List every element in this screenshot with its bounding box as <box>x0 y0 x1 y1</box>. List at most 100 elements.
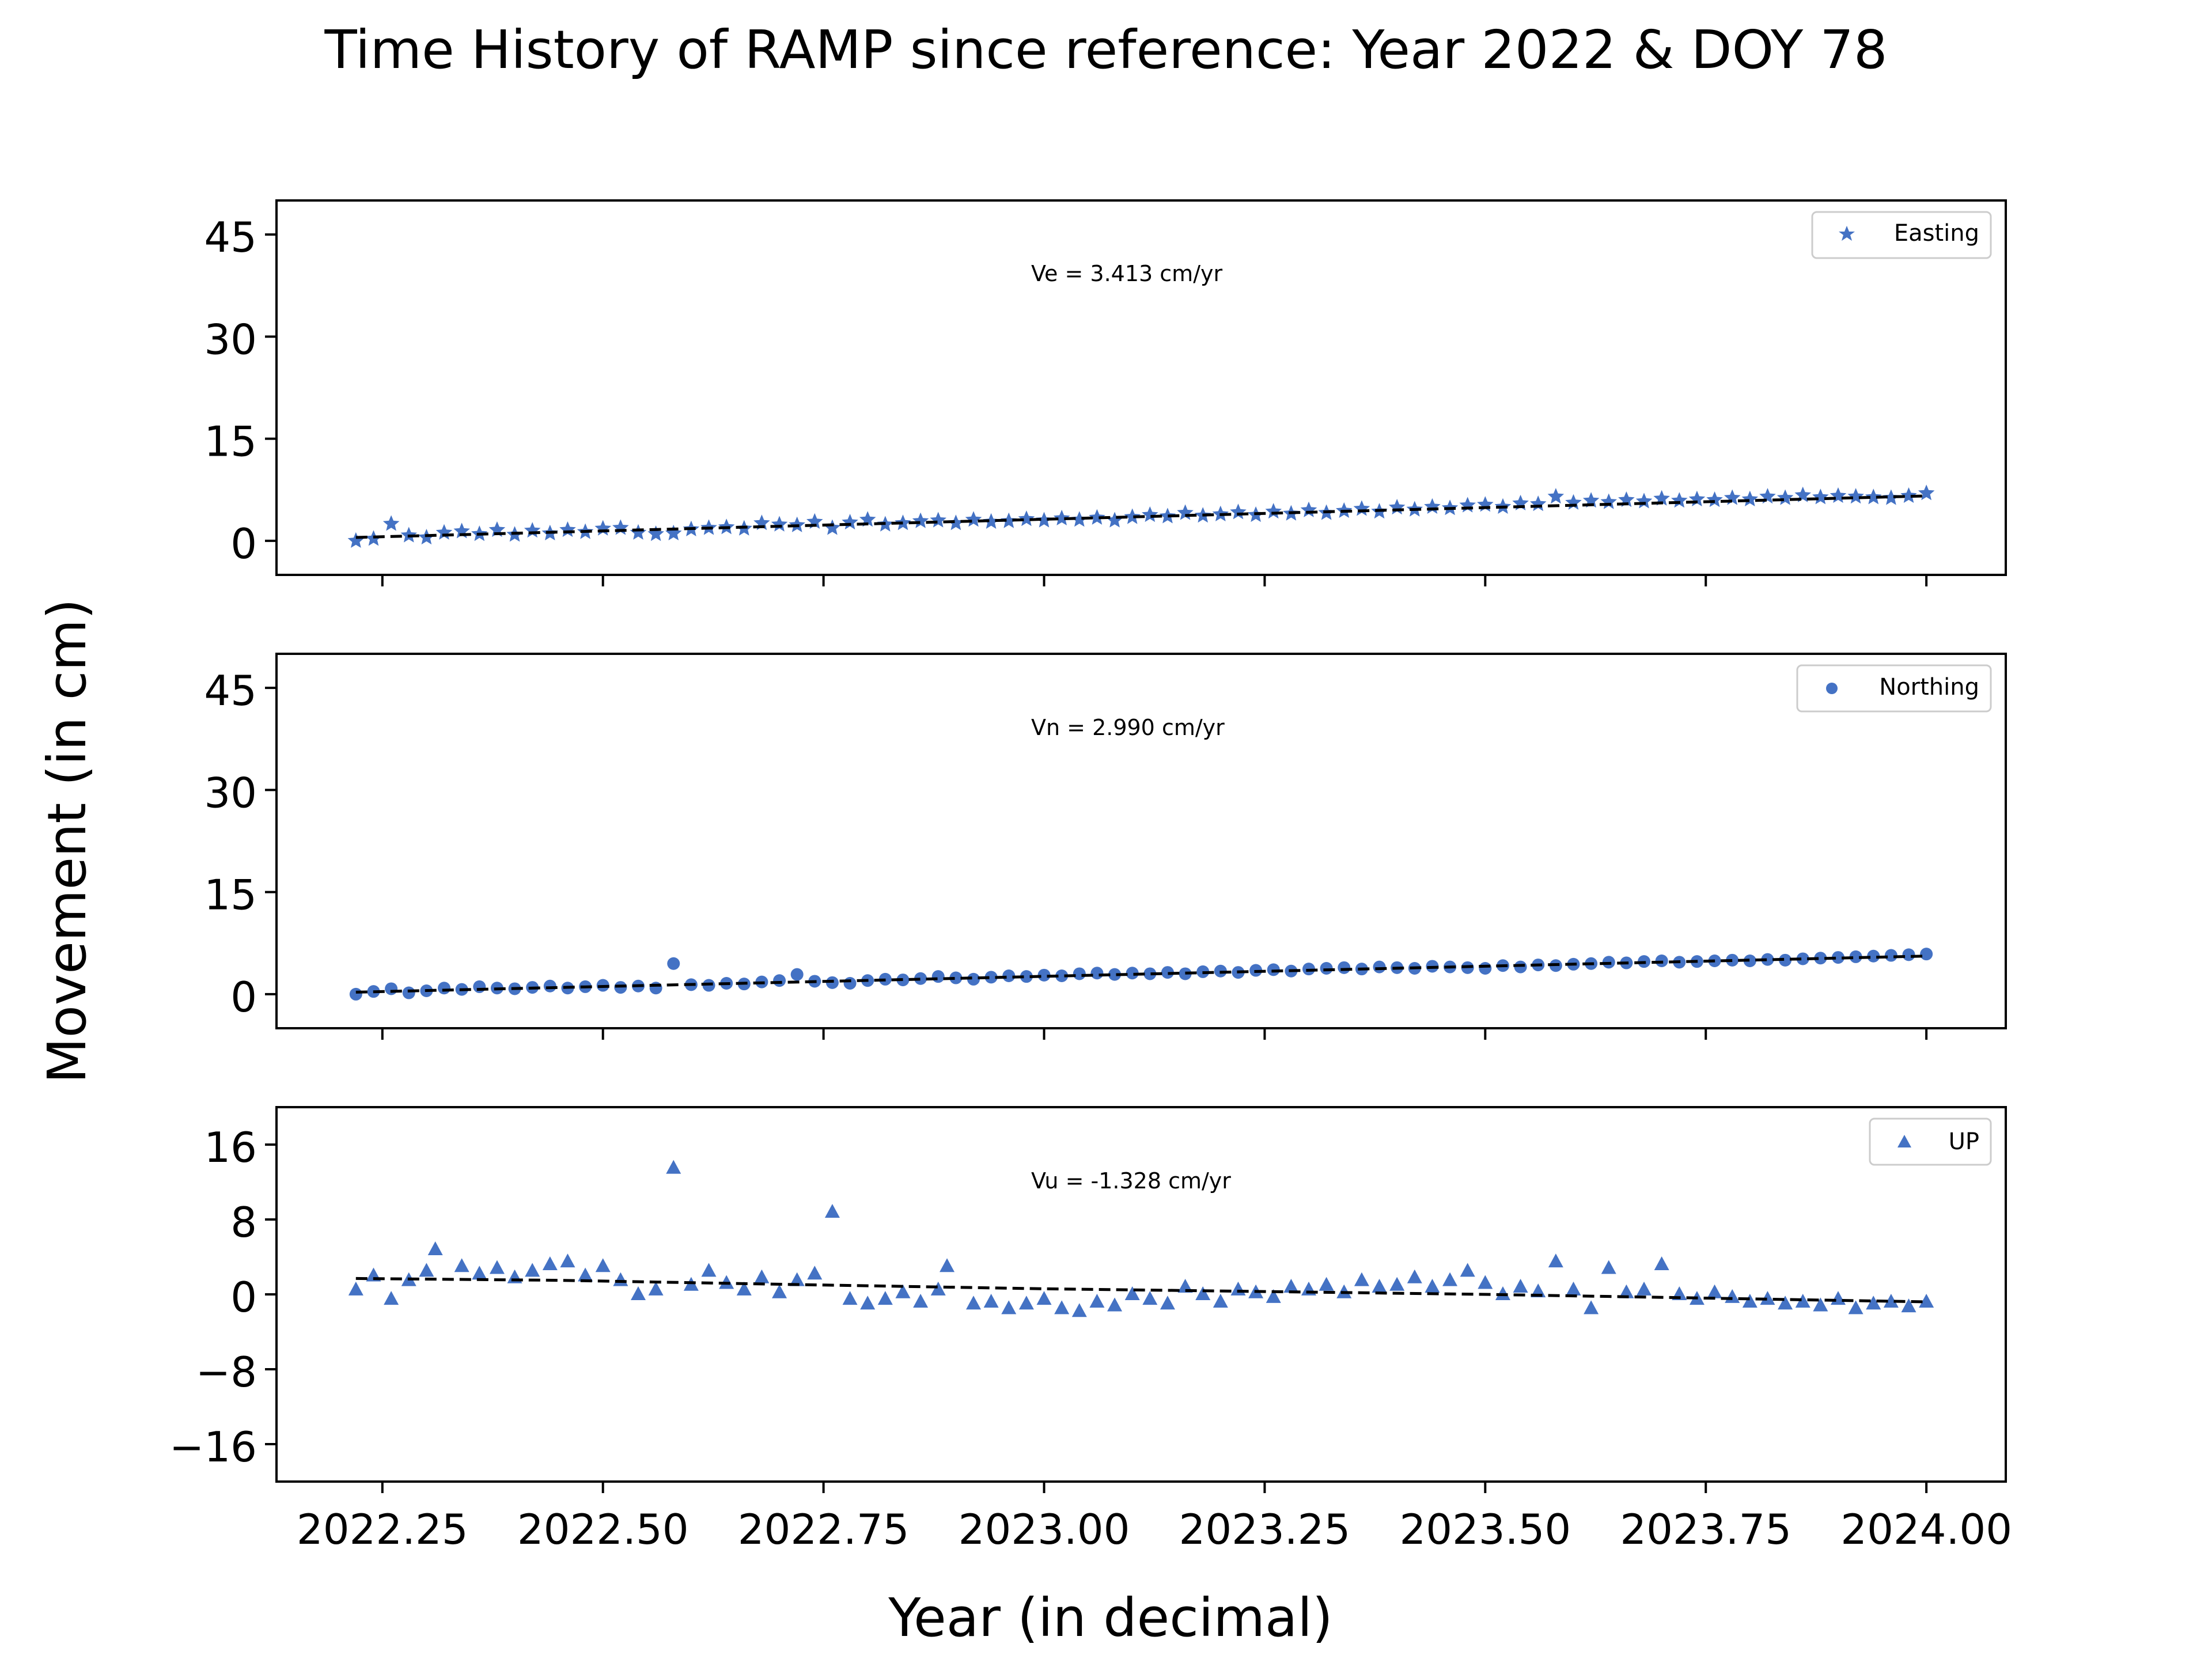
northing-data-point <box>1020 970 1033 983</box>
northing-data-point <box>349 987 362 1001</box>
up-data-point <box>1089 1294 1105 1308</box>
up-plot-area: 16 8 0 −8 −16 2022.25 2022.50 2022.75 2023.00 202… <box>169 1123 2012 1554</box>
up-y-tick-label: 8 <box>230 1198 257 1247</box>
northing-data-point <box>1143 967 1157 980</box>
northing-data-point <box>1338 961 1351 974</box>
easting-data-point <box>1036 512 1052 528</box>
up-data-point <box>419 1263 434 1277</box>
easting-data-point <box>948 514 964 531</box>
easting-legend-star-icon <box>1839 226 1855 241</box>
easting-data-point <box>912 512 929 528</box>
up-data-point <box>1513 1279 1528 1293</box>
easting-data-point <box>1883 489 1900 505</box>
up-data-point <box>1142 1291 1158 1305</box>
northing-data-point <box>1884 949 1897 962</box>
easting-data-point <box>1918 484 1935 501</box>
up-data-point <box>1637 1281 1652 1296</box>
easting-data-point <box>665 524 682 540</box>
up-data-point <box>454 1258 469 1272</box>
up-panel: 16 8 0 −8 −16 2022.25 2022.50 2022.75 2023.00 202… <box>169 1106 2012 1554</box>
northing-data-point <box>984 971 998 984</box>
up-data-point <box>1160 1296 1175 1310</box>
up-data-point <box>542 1256 558 1270</box>
easting-data-point <box>983 513 999 529</box>
northing-data-point <box>402 986 415 999</box>
up-data-point <box>1813 1297 1828 1312</box>
up-data-point <box>1283 1279 1299 1293</box>
up-data-point <box>824 1204 840 1218</box>
up-data-point <box>1001 1300 1017 1315</box>
northing-data-point <box>1073 967 1086 980</box>
northing-data-point <box>843 977 857 990</box>
easting-data-point <box>1900 487 1917 503</box>
northing-panel: 0 15 30 45 Northing Vn = 2.990 cm/yr <box>204 653 2007 1040</box>
up-data-point <box>472 1266 487 1280</box>
northing-legend-label: Northing <box>1879 674 1979 700</box>
up-data-point <box>1319 1277 1334 1291</box>
figure-title: Time History of RAMP since reference: Ye… <box>324 19 1888 81</box>
up-data-point <box>1460 1263 1475 1277</box>
easting-y-tick-label: 45 <box>204 213 257 262</box>
northing-legend-box <box>1796 664 1992 713</box>
easting-y-tick-label: 0 <box>230 520 257 568</box>
easting-data-point <box>1812 488 1829 505</box>
up-data-point <box>1425 1279 1440 1293</box>
easting-data-point <box>1159 507 1176 524</box>
up-data-point <box>1619 1284 1634 1298</box>
northing-data-point <box>1479 962 1492 975</box>
up-y-tick-label: −8 <box>196 1348 257 1396</box>
easting-data-point <box>895 514 911 531</box>
up-velocity-annotation: Vu = -1.328 cm/yr <box>1031 1168 1231 1194</box>
x-tick-label: 2022.75 <box>738 1505 910 1554</box>
northing-data-point <box>473 980 486 993</box>
easting-data-point <box>630 524 647 540</box>
northing-data-point <box>967 972 980 986</box>
northing-data-point <box>385 982 398 995</box>
up-data-point <box>983 1294 999 1308</box>
up-data-point <box>1795 1294 1810 1308</box>
up-data-point <box>1742 1294 1758 1308</box>
up-data-point <box>348 1281 363 1296</box>
up-data-point <box>1354 1272 1369 1286</box>
up-data-point <box>1584 1300 1599 1315</box>
northing-data-point <box>1090 967 1104 980</box>
easting-velocity-annotation: Ve = 3.413 cm/yr <box>1031 261 1222 286</box>
easting-data-point <box>382 515 400 531</box>
easting-panel: 0 15 30 45 Easting Ve = 3.413 cm/yr <box>204 199 2007 586</box>
up-data-point <box>1195 1286 1211 1300</box>
northing-panel-frame <box>275 653 2007 1029</box>
x-tick-label: 2023.25 <box>1179 1505 1351 1554</box>
easting-panel-frame <box>275 199 2007 576</box>
up-data-point <box>384 1291 399 1305</box>
up-data-point <box>427 1241 443 1255</box>
northing-velocity-annotation: Vn = 2.990 cm/yr <box>1031 715 1225 740</box>
easting-data-point <box>647 525 664 541</box>
northing-data-point <box>438 982 451 995</box>
up-data-point <box>1407 1269 1422 1283</box>
up-data-point <box>965 1296 981 1310</box>
northing-data-point <box>773 974 786 987</box>
up-data-point <box>1213 1294 1228 1308</box>
northing-data-point <box>1831 951 1844 964</box>
up-data-point <box>1654 1256 1669 1270</box>
easting-y-tick-label: 30 <box>204 315 257 363</box>
northing-data-point <box>1920 948 1933 961</box>
up-data-point <box>701 1263 717 1277</box>
up-data-point <box>560 1253 575 1268</box>
up-data-point <box>1778 1296 1793 1310</box>
easting-data-point <box>965 511 982 527</box>
up-data-point <box>895 1284 911 1298</box>
northing-data-point <box>1320 962 1333 975</box>
northing-data-point <box>1902 948 1915 961</box>
northing-data-point <box>1743 955 1756 967</box>
up-data-point <box>1548 1253 1563 1268</box>
up-data-point <box>648 1281 664 1296</box>
easting-data-point <box>1142 506 1158 522</box>
up-data-point <box>789 1272 805 1286</box>
x-tick-label: 2023.75 <box>1620 1505 1791 1554</box>
up-y-tick-label: −16 <box>169 1423 257 1471</box>
northing-data-point <box>1373 960 1386 974</box>
easting-data-point <box>1018 510 1035 527</box>
up-y-tick-label: 0 <box>230 1273 257 1321</box>
